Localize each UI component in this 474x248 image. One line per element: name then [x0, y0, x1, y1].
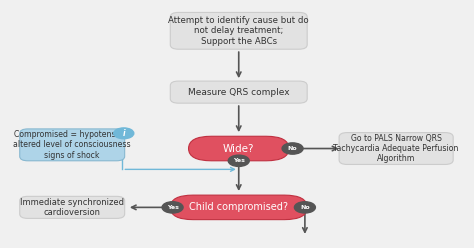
Text: Yes: Yes: [233, 158, 245, 163]
Text: Attempt to identify cause but do
not delay treatment;
Support the ABCs: Attempt to identify cause but do not del…: [168, 16, 309, 46]
Text: Compromised = hypotensive,
altered level of consciousness
signs of shock: Compromised = hypotensive, altered level…: [13, 130, 131, 160]
FancyBboxPatch shape: [189, 136, 289, 161]
Text: Go to PALS Narrow QRS
Tachycardia Adequate Perfusion
Algorithm: Go to PALS Narrow QRS Tachycardia Adequa…: [333, 134, 459, 163]
Text: Yes: Yes: [167, 205, 179, 210]
Text: No: No: [288, 146, 297, 151]
Text: Child compromised?: Child compromised?: [189, 202, 288, 212]
Circle shape: [162, 202, 183, 213]
Circle shape: [114, 128, 134, 139]
Text: Immediate synchronized
cardioversion: Immediate synchronized cardioversion: [20, 198, 124, 217]
FancyBboxPatch shape: [170, 12, 307, 49]
Text: No: No: [300, 205, 310, 210]
Circle shape: [294, 202, 315, 213]
Text: i: i: [122, 129, 125, 138]
FancyBboxPatch shape: [20, 129, 125, 161]
FancyBboxPatch shape: [170, 81, 307, 103]
Text: Measure QRS complex: Measure QRS complex: [188, 88, 290, 97]
Circle shape: [282, 143, 303, 154]
Text: Wide?: Wide?: [223, 144, 255, 154]
FancyBboxPatch shape: [20, 196, 125, 218]
FancyBboxPatch shape: [339, 133, 453, 164]
FancyBboxPatch shape: [170, 195, 307, 220]
Circle shape: [228, 155, 249, 166]
